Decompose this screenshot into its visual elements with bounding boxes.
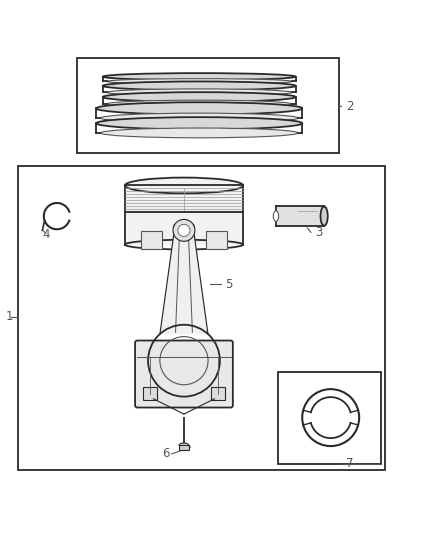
Polygon shape bbox=[160, 230, 208, 334]
Ellipse shape bbox=[125, 177, 243, 193]
Ellipse shape bbox=[273, 211, 279, 221]
Bar bbox=[206, 231, 227, 249]
Text: 7: 7 bbox=[346, 457, 353, 470]
Text: 2: 2 bbox=[346, 100, 353, 113]
Ellipse shape bbox=[179, 443, 189, 447]
Bar bbox=[211, 387, 225, 400]
Ellipse shape bbox=[173, 222, 194, 230]
Ellipse shape bbox=[107, 79, 292, 84]
Ellipse shape bbox=[103, 73, 296, 80]
Text: 5: 5 bbox=[226, 278, 233, 290]
Bar bbox=[77, 59, 339, 152]
Bar bbox=[276, 206, 324, 226]
Text: 4: 4 bbox=[42, 229, 50, 241]
Ellipse shape bbox=[103, 82, 296, 90]
Ellipse shape bbox=[100, 113, 298, 123]
Bar bbox=[125, 185, 243, 245]
Ellipse shape bbox=[321, 206, 328, 226]
FancyBboxPatch shape bbox=[135, 341, 233, 408]
Bar bbox=[143, 387, 157, 400]
Bar bbox=[18, 166, 385, 470]
Ellipse shape bbox=[96, 102, 302, 115]
Circle shape bbox=[173, 220, 195, 241]
Text: 1: 1 bbox=[5, 310, 13, 324]
Ellipse shape bbox=[107, 89, 292, 96]
Text: 6: 6 bbox=[162, 448, 170, 461]
Bar bbox=[278, 373, 381, 464]
Ellipse shape bbox=[107, 100, 292, 108]
Ellipse shape bbox=[96, 117, 302, 130]
Ellipse shape bbox=[103, 92, 296, 102]
Text: 3: 3 bbox=[315, 226, 323, 239]
Circle shape bbox=[178, 224, 190, 237]
Bar bbox=[141, 231, 162, 249]
Bar bbox=[179, 445, 189, 449]
Ellipse shape bbox=[100, 128, 298, 138]
